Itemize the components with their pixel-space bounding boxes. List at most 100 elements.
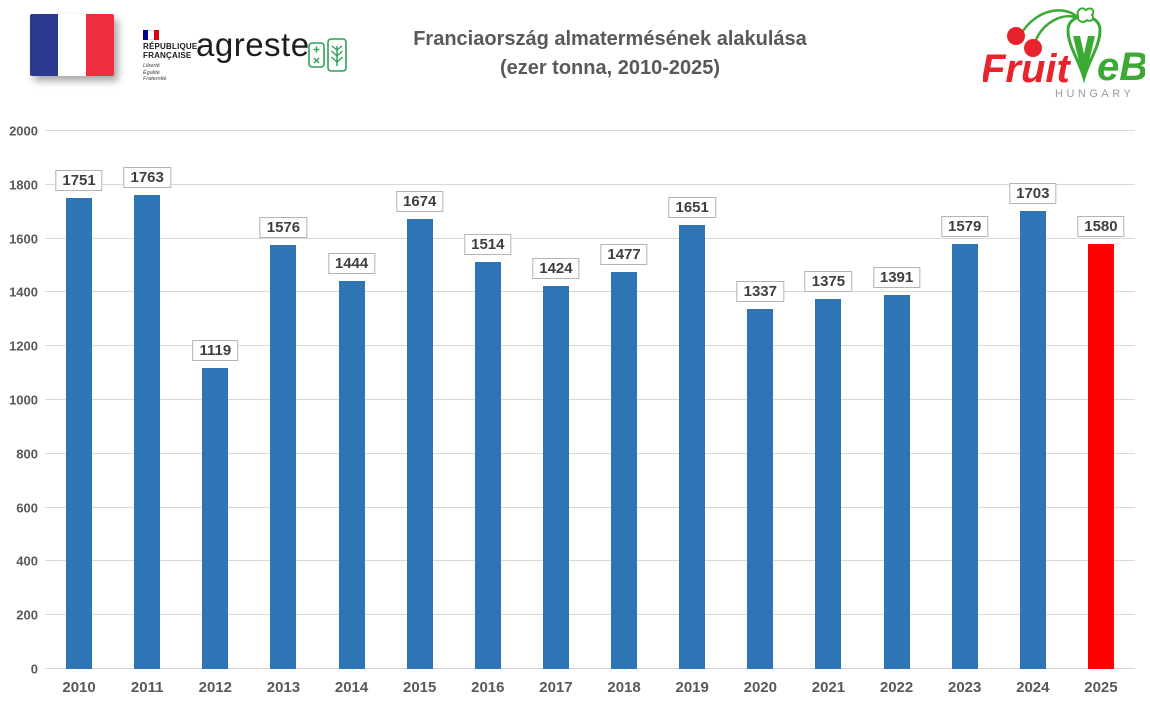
x-axis-tick-label: 2023 <box>948 679 982 696</box>
motto-liberte: Liberté <box>143 63 160 69</box>
bar-slot: 1703 <box>999 131 1067 669</box>
data-label-2010: 1751 <box>55 169 103 191</box>
x-axis-tick-label: 2015 <box>403 679 437 696</box>
y-axis: 0 200 400 600 800 1000 1200 1400 1600 1800 2000 <box>0 124 38 677</box>
bar-2010 <box>66 197 93 669</box>
bar-2024 <box>1019 210 1046 669</box>
gridline <box>45 668 1135 669</box>
x-axis-tick-label: 2012 <box>198 679 232 696</box>
bar-2017 <box>542 285 569 669</box>
motto-egalite: Égalité <box>143 69 160 76</box>
chart-title: Franciaország almatermésének alakulása <box>413 28 807 50</box>
motto-fraternite: Fraternité <box>143 76 167 82</box>
gridline <box>45 130 1135 131</box>
bar-2014 <box>338 280 365 669</box>
bar-slot: 1444 <box>318 131 386 669</box>
x-axis: 2010 2011 2012 2013 2014 2015 2016 2017 2018 2019… <box>45 679 1135 696</box>
x-axis-tick-label: 2014 <box>334 679 369 696</box>
data-label-2015: 1674 <box>396 190 444 212</box>
x-axis-tick-label: 2021 <box>811 679 846 696</box>
gridline <box>45 237 1135 239</box>
bar-slot: 1424 <box>522 131 590 669</box>
data-label-2018: 1477 <box>600 243 648 265</box>
plot-area: 1751 1763 1119 1576 1444 1674 1514 1424 1477 1651… <box>45 130 1135 669</box>
bar-2022 <box>883 294 910 669</box>
data-label-2013: 1576 <box>259 217 308 239</box>
gridline <box>45 345 1135 347</box>
data-label-2019: 1651 <box>668 196 716 218</box>
data-label-2011: 1763 <box>123 166 171 188</box>
data-label-2023: 1579 <box>941 216 989 238</box>
data-label-2012: 1119 <box>192 340 239 361</box>
gridline <box>45 560 1135 562</box>
x-axis-tick-label: 2017 <box>539 679 573 696</box>
bar-2013 <box>270 245 297 669</box>
y-axis-tick-label: 1400 <box>9 284 38 300</box>
bar-2020 <box>747 309 774 669</box>
y-axis-tick-label: 1200 <box>9 338 38 354</box>
x-axis-tick-label: 2013 <box>266 679 301 696</box>
x-axis-tick-label: 2016 <box>471 679 505 696</box>
bar-2016 <box>474 261 501 669</box>
bar-slot: 1651 <box>658 131 726 669</box>
data-label-2024: 1703 <box>1009 182 1057 204</box>
y-axis-tick-label: 1000 <box>9 392 38 408</box>
bar-2011 <box>134 194 161 669</box>
gridline <box>45 452 1135 454</box>
y-axis-tick-label: 600 <box>16 500 38 516</box>
x-axis-tick-label: 2020 <box>743 679 777 696</box>
chart-title-block: Franciaország almatermésének alakulása (… <box>330 28 890 80</box>
x-axis-tick-label: 2010 <box>62 679 96 696</box>
republique-francaise-logo: RÉPUBLIQUE FRANÇAISE Liberté Égalité Fra… <box>143 30 213 83</box>
bar-2019 <box>679 224 706 669</box>
y-axis-tick-label: 1600 <box>9 231 38 247</box>
x-axis-tick-label: 2011 <box>130 679 164 696</box>
bar-slot: 1337 <box>726 131 794 669</box>
bar-2012 <box>202 368 229 669</box>
gridline <box>45 183 1135 185</box>
bar-slot: 1119 <box>181 131 249 669</box>
french-flag-icon <box>143 30 159 40</box>
fruitveb-hungary-text: HUNGARY <box>1055 88 1134 100</box>
bar-slot: 1477 <box>590 131 658 669</box>
y-axis-tick-label: 200 <box>16 607 38 623</box>
fruitveb-fruit-text: Fruit <box>983 47 1072 91</box>
agreste-calculator-tree-icon <box>308 38 350 77</box>
bar-slot: 1674 <box>386 131 454 669</box>
x-axis-tick-label: 2024 <box>1016 679 1050 696</box>
data-label-2020: 1337 <box>736 281 784 303</box>
fruitveb-hungary-logo: Fruit eB HUNGARY <box>981 4 1148 104</box>
y-axis-tick-label: 800 <box>16 446 38 462</box>
bar-slot: 1576 <box>249 131 317 669</box>
cherry-icon <box>1007 27 1025 45</box>
data-label-2025: 1580 <box>1077 215 1125 237</box>
gridline <box>45 399 1135 400</box>
fruitveb-eb-text: eB <box>1097 45 1145 89</box>
bar-slot: 1751 <box>45 131 113 669</box>
bar-series: 1751 1763 1119 1576 1444 1674 1514 1424 1477 1651… <box>45 131 1135 669</box>
bar-2015 <box>406 218 433 669</box>
data-label-2016: 1514 <box>464 233 512 255</box>
bar-2023 <box>951 244 978 669</box>
x-axis-tick-label: 2025 <box>1084 679 1118 696</box>
republique-line1: RÉPUBLIQUE <box>143 42 198 51</box>
bar-slot: 1580 <box>1067 131 1135 669</box>
gridline <box>45 506 1135 508</box>
republique-line2: FRANÇAISE <box>143 51 192 60</box>
x-axis-tick-label: 2018 <box>607 679 641 696</box>
y-axis-tick-label: 0 <box>30 661 38 677</box>
x-axis-tick-label: 2019 <box>675 679 709 696</box>
data-label-2014: 1444 <box>327 252 376 274</box>
cherry-icon <box>1024 39 1042 57</box>
gridline <box>45 291 1135 293</box>
bar-2025 <box>1087 243 1114 669</box>
gridline <box>45 614 1135 616</box>
y-axis-tick-label: 400 <box>16 553 38 569</box>
data-label-2017: 1424 <box>532 257 580 279</box>
chart-subtitle: (ezer tonna, 2010-2025) <box>499 57 721 79</box>
x-axis-tick-label: 2022 <box>879 679 914 696</box>
bar-slot: 1579 <box>931 131 999 669</box>
bar-slot: 1514 <box>454 131 522 669</box>
bar-slot: 1375 <box>794 131 862 669</box>
